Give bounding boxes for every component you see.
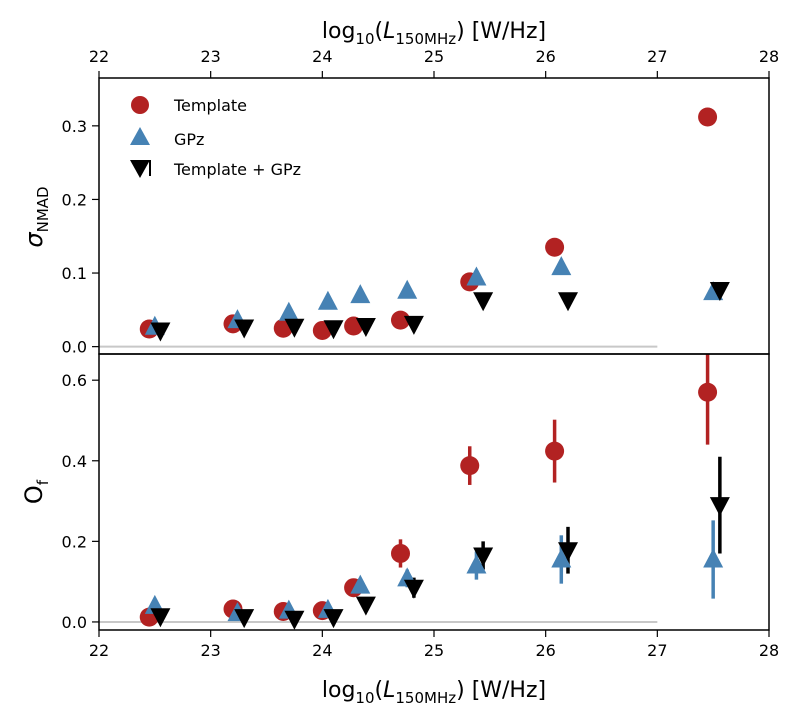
bottom-x-tick-label: 26: [535, 641, 555, 660]
bottom-x-tick-label: 24: [312, 641, 332, 660]
bottom-x-tick-label: 23: [200, 641, 220, 660]
sigma-gpz-point: [397, 279, 418, 299]
sigma-template-gpz-point: [284, 318, 305, 338]
top-x-tick-label: 22: [89, 47, 109, 66]
sigma-template-gpz-point: [323, 320, 344, 340]
sigma-panel-frame: [98, 77, 770, 355]
sigma-template-gpz-point: [403, 315, 424, 335]
sigma-gpz-point: [551, 256, 572, 276]
sigma-template-gpz-point: [558, 292, 578, 312]
sigma-template-point: [698, 107, 718, 127]
legend: Template GPz Template + GPz: [130, 96, 301, 179]
outlier-y-tick-label: 0.4: [62, 452, 87, 471]
sigma-template-gpz-point: [234, 319, 255, 339]
legend-label-template-gpz: Template + GPz: [173, 160, 301, 179]
sigma-template-point: [545, 237, 565, 257]
top-x-tick-label: 25: [424, 47, 444, 66]
outlier-template-gpz-point: [473, 547, 494, 567]
legend-marker-gpz: [130, 127, 150, 145]
sigma-y-tick-label: 0.3: [62, 117, 87, 136]
top-x-tick-label: 27: [647, 47, 667, 66]
outlier-gpz-point: [703, 548, 724, 568]
sigma-axis-title: σNMAD: [20, 186, 52, 247]
outlier-template-point: [391, 543, 410, 563]
outlier-template-point: [460, 456, 480, 476]
sigma-template-gpz-point: [473, 292, 494, 312]
legend-marker-template: [131, 96, 149, 114]
sigma-y-tick-label: 0.2: [62, 190, 87, 209]
outlier-gpz-point: [466, 554, 487, 574]
sigma-template-point: [391, 310, 410, 330]
top-x-tick-label: 23: [200, 47, 220, 66]
outlier-panel-frame: [98, 353, 770, 631]
outlier-template-gpz-point: [234, 609, 255, 629]
top-x-tick-label: 24: [312, 47, 332, 66]
outlier-template-gpz-point: [284, 610, 305, 630]
outlier-gpz-point: [551, 548, 572, 568]
bottom-x-tick-label: 25: [424, 641, 444, 660]
sigma-y-tick-label: 0.0: [62, 338, 87, 357]
bottom-axis-title: log10(L150MHz) [W/Hz]: [322, 678, 546, 707]
sigma-template-gpz-point: [709, 281, 730, 301]
outlier-template-gpz-point: [709, 497, 730, 517]
legend-marker-template-gpz: [130, 160, 150, 178]
outlier-template-gpz-point: [558, 542, 578, 562]
x-axes: 22 22 23 23 24 24 25 25 26 26 27 27 28 28: [89, 47, 779, 660]
top-axis-title: log10(L150MHz) [W/Hz]: [322, 19, 546, 48]
legend-label-template: Template: [173, 96, 247, 115]
top-x-tick-label: 28: [759, 47, 779, 66]
sigma-y-tick-label: 0.1: [62, 264, 87, 283]
bottom-x-tick-label: 28: [759, 641, 779, 660]
sigma-template-gpz-point: [355, 318, 376, 338]
outlier-template-point: [545, 441, 565, 461]
outlier-template-gpz-point: [355, 596, 376, 616]
outlier-y-tick-label: 0.0: [62, 613, 87, 632]
outlier-y-tick-label: 0.2: [62, 532, 87, 551]
outlier-template-point: [698, 382, 718, 402]
bottom-x-tick-label: 27: [647, 641, 667, 660]
sigma-gpz-point: [350, 284, 371, 304]
outlier-template-gpz-point: [150, 608, 171, 628]
sigma-template-gpz-point: [150, 322, 171, 342]
outlier-template-gpz-point: [323, 609, 344, 629]
sigma-gpz-point: [278, 301, 299, 321]
top-x-tick-label: 26: [535, 47, 555, 66]
sigma-panel: 0.0 0.1 0.2 0.3: [62, 107, 730, 357]
bottom-x-tick-label: 22: [89, 641, 109, 660]
outlier-gpz-point: [350, 574, 371, 594]
outlier-axis-title: Of: [20, 479, 52, 504]
outlier-panel: 0.0 0.2 0.4 0.6: [62, 354, 730, 632]
legend-label-gpz: GPz: [174, 130, 204, 149]
sigma-gpz-point: [317, 290, 338, 310]
outlier-y-tick-label: 0.6: [62, 371, 87, 390]
sigma-gpz-point: [466, 266, 487, 286]
outlier-template-gpz-point: [403, 579, 424, 599]
